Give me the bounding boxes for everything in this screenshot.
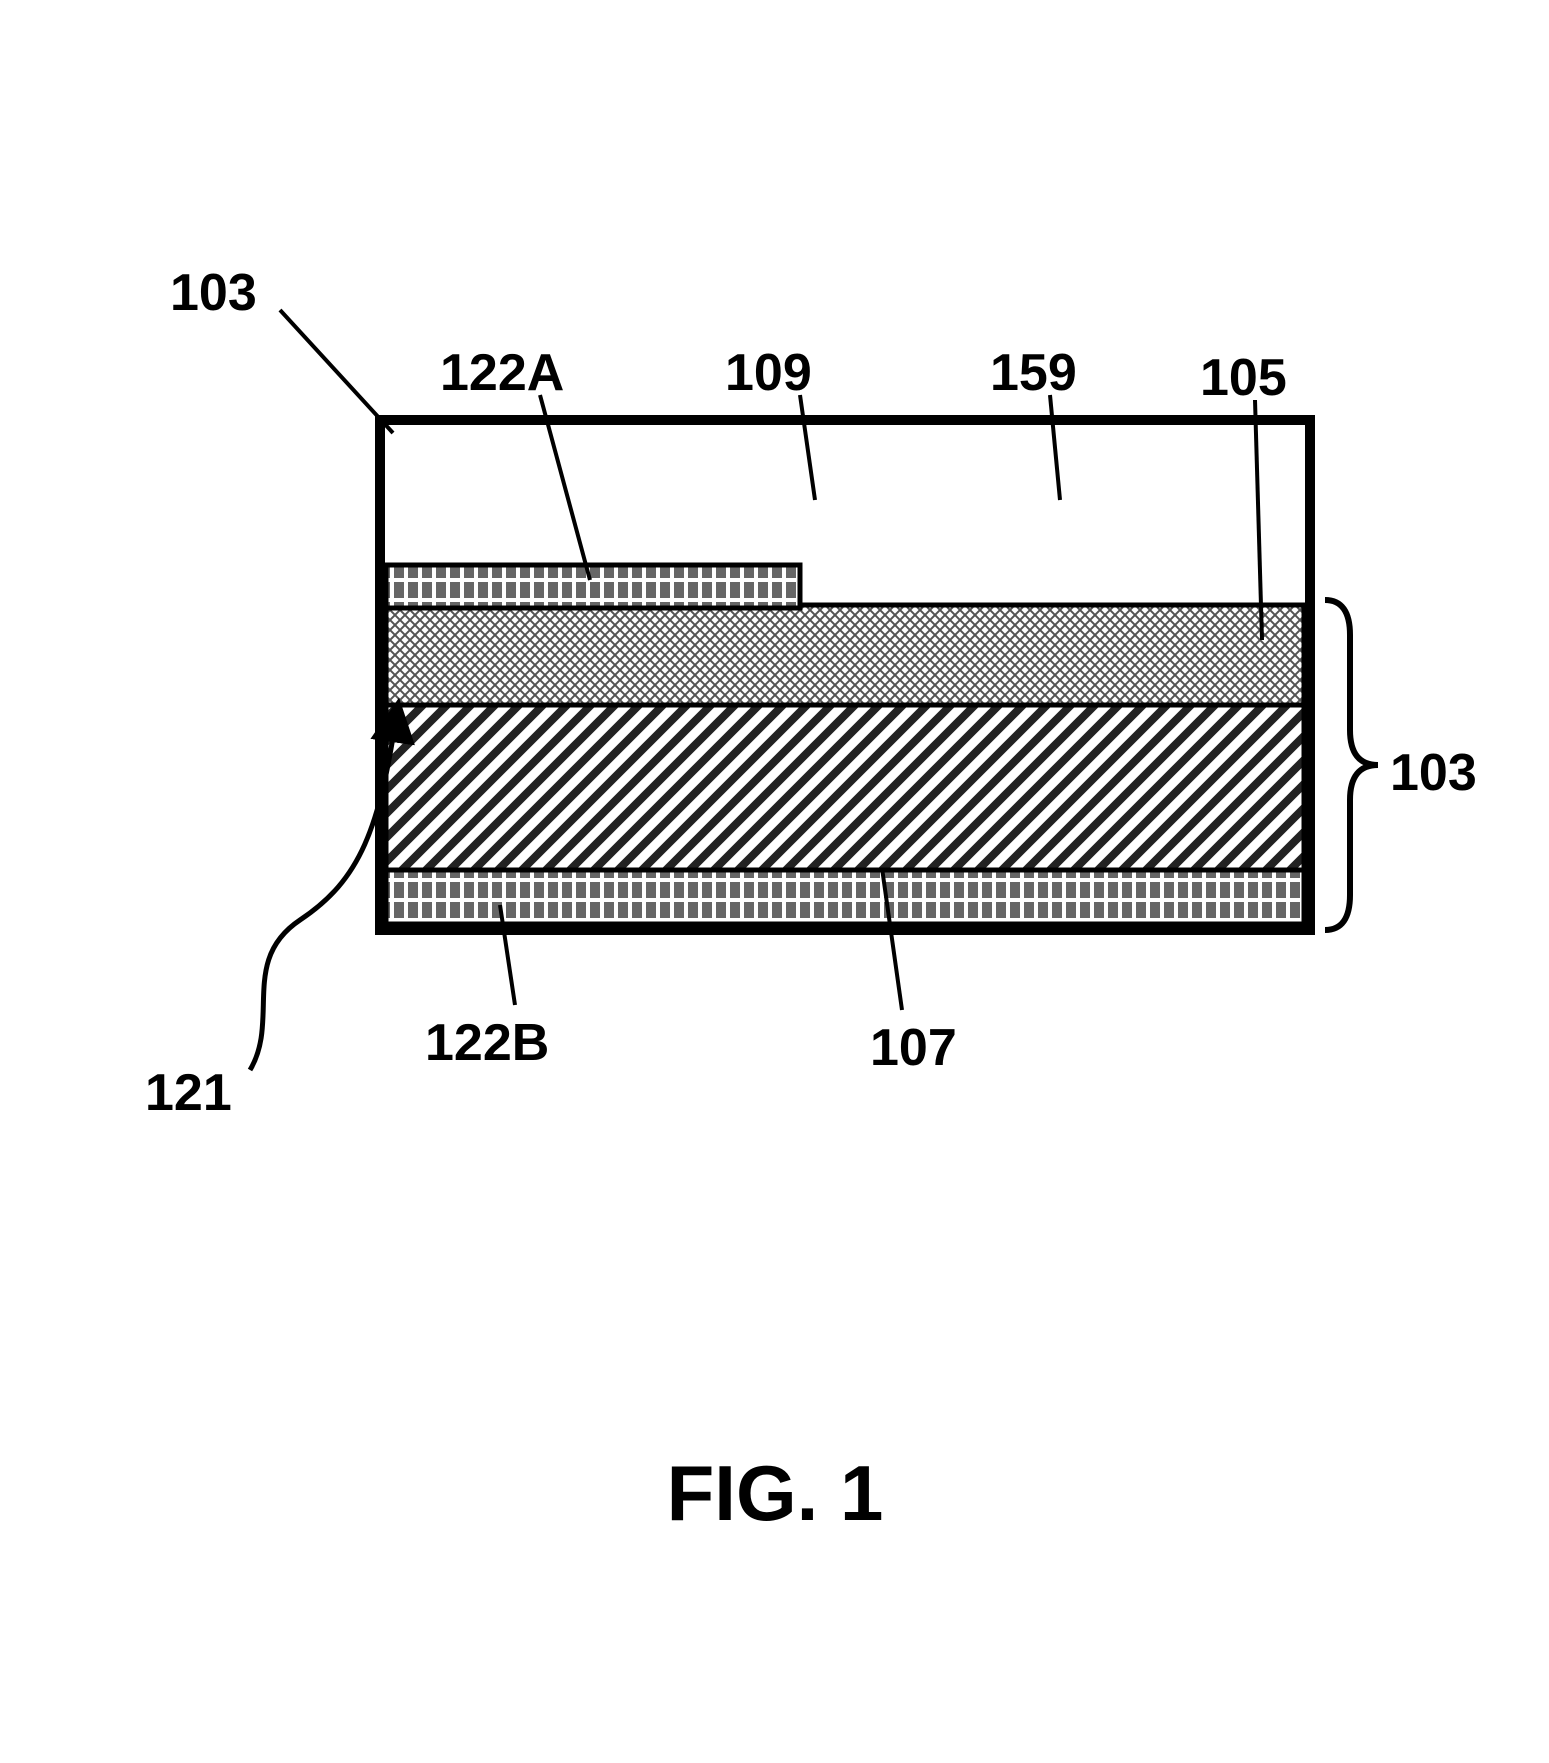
layer-109 [386,426,1304,565]
label-105: 105 [1200,349,1287,407]
label-122B: 122B [425,1014,549,1072]
label-103-top: 103 [170,264,257,322]
label-103-brace: 103 [1390,744,1477,802]
label-109: 109 [725,344,812,402]
layer-122A [386,565,800,608]
figure-caption: FIG. 1 [667,1449,884,1537]
figure-1-svg: 103 122A 109 159 105 103 107 122B 121 FI… [0,0,1549,1763]
label-107: 107 [870,1019,957,1077]
layer-105 [386,605,1304,705]
label-159: 159 [990,344,1077,402]
leader-103-top [280,310,393,433]
label-121: 121 [145,1064,232,1122]
layer-stack [380,420,1310,930]
layer-107 [386,705,1304,870]
brace-103 [1325,600,1378,930]
label-122A: 122A [440,344,564,402]
layer-122B [386,870,1304,924]
